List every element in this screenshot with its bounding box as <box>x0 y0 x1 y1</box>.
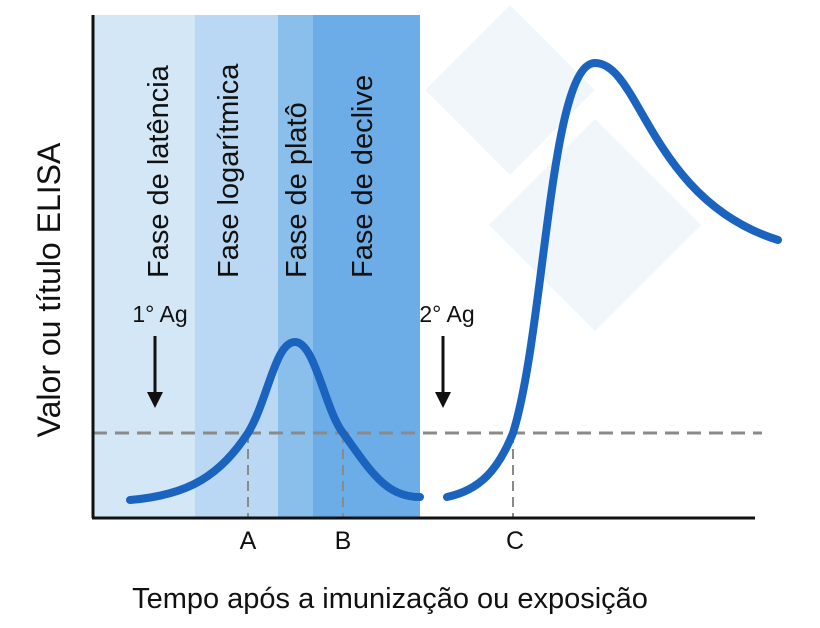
marker-label: A <box>240 527 257 555</box>
marker-label: B <box>335 527 352 555</box>
marker-lines <box>247 433 514 518</box>
x-axis-label: Tempo após a imunização ou exposição <box>132 583 648 615</box>
phase-label: Fase de latência <box>143 64 175 278</box>
arrow-head <box>435 392 451 408</box>
secondary-curve <box>443 58 782 501</box>
watermark <box>425 5 702 332</box>
arrow-head <box>147 392 163 408</box>
antigen-label: 2° Ag <box>419 301 474 327</box>
antigen-label: 1° Ag <box>132 301 187 327</box>
marker-label: C <box>506 527 524 555</box>
phase-label: Fase logarítmica <box>213 63 245 278</box>
primary-curve <box>126 337 424 504</box>
phase-label: Fase de platô <box>281 102 313 278</box>
phase-label: Fase de declive <box>347 75 379 278</box>
y-axis-label: Valor ou título ELISA <box>31 142 67 437</box>
